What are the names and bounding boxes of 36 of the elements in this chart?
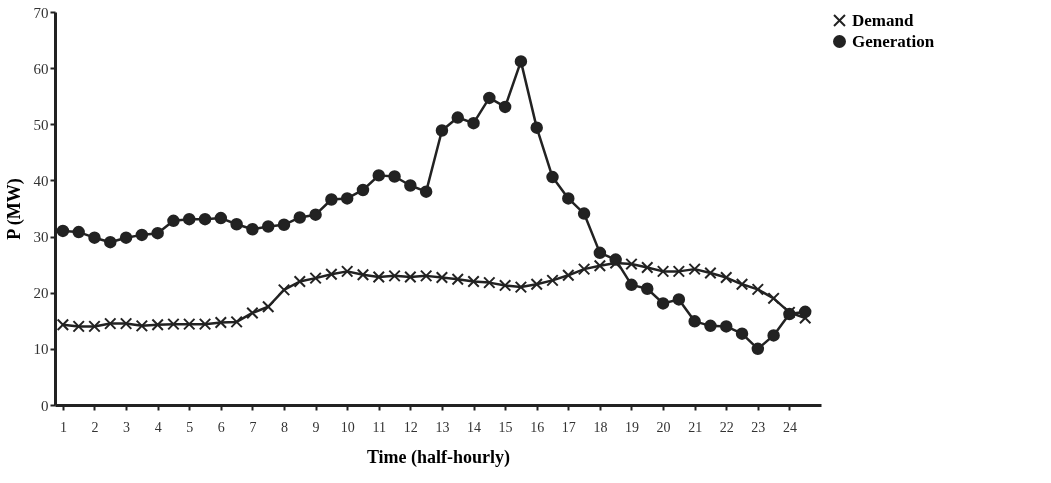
x-tick-label: 11 (372, 419, 387, 435)
x-tick-label: 7 (249, 419, 257, 435)
x-tick-label: 9 (312, 419, 320, 435)
x-tick-label: 17 (561, 419, 576, 435)
y-tick-label: 50 (33, 116, 49, 133)
x-tick-label: 14 (467, 419, 482, 435)
x-tick-label: 16 (530, 419, 545, 435)
x-tick-label: 23 (751, 419, 766, 435)
legend-label: Generation (852, 31, 935, 51)
x-tick-label: 1 (59, 419, 67, 435)
x-tick-label: 6 (217, 419, 225, 435)
x-tick-label: 13 (435, 419, 450, 435)
x-axis-title: Time (half-hourly) (366, 446, 511, 468)
y-tick-label: 30 (33, 229, 49, 246)
x-tick-label: 12 (403, 419, 418, 435)
x-tick-label: 18 (593, 419, 608, 435)
x-tick-label: 15 (498, 419, 513, 435)
x-tick-label: 24 (782, 419, 797, 435)
x-tick-label: 2 (91, 419, 99, 435)
x-tick-label: 4 (154, 419, 162, 435)
y-tick-label: 10 (33, 341, 49, 358)
y-tick-label: 40 (33, 172, 49, 189)
x-tick-label: 20 (656, 419, 671, 435)
y-axis-title: P (MW) (3, 178, 25, 240)
x-tick-label: 10 (340, 419, 355, 435)
x-tick-label: 22 (719, 419, 734, 435)
y-tick-label: 20 (33, 285, 49, 302)
x-tick-label: 3 (123, 419, 131, 435)
x-tick-label: 5 (186, 419, 194, 435)
y-tick-label: 60 (33, 60, 49, 77)
x-tick-label: 19 (624, 419, 639, 435)
legend-label: Demand (852, 10, 914, 30)
y-tick-label: 70 (33, 4, 49, 21)
y-tick-label: 0 (41, 397, 49, 414)
x-tick-label: 21 (688, 419, 703, 435)
x-tick-label: 8 (281, 419, 289, 435)
